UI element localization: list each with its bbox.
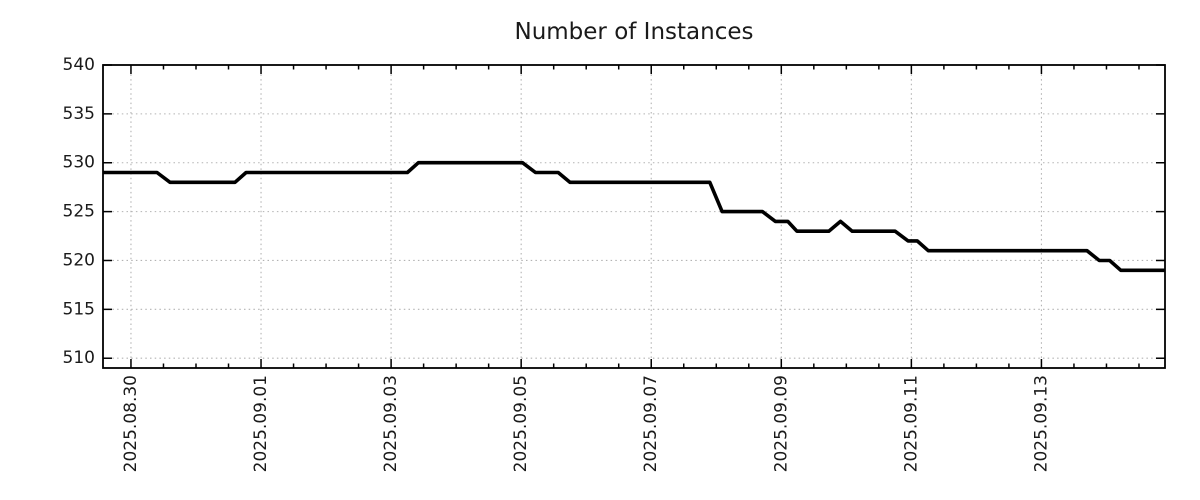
axis-frame bbox=[102, 64, 1166, 369]
y-tick-labels: 510 515 520 525 530 535 540 bbox=[63, 55, 95, 368]
series-line-instances bbox=[103, 160, 1165, 273]
plot-border bbox=[102, 64, 1166, 369]
x-tick-label: 2025.09.05 bbox=[511, 375, 531, 472]
y-tick-label: 535 bbox=[63, 104, 95, 124]
x-tick-label: 2025.09.01 bbox=[251, 375, 271, 472]
gridlines bbox=[103, 65, 1165, 368]
y-tick-label: 510 bbox=[63, 348, 95, 368]
x-tick-label: 2025.09.09 bbox=[771, 375, 791, 472]
x-tick-label: 2025.09.11 bbox=[901, 375, 921, 472]
y-tick-label: 525 bbox=[63, 202, 95, 222]
y-tick-label: 515 bbox=[63, 299, 95, 319]
data-series bbox=[103, 160, 1165, 273]
x-tick-labels: 2025.08.30 2025.09.01 2025.09.03 2025.09.05… bbox=[121, 375, 1051, 472]
x-tick-label: 2025.09.13 bbox=[1031, 375, 1051, 472]
x-tick-label: 2025.08.30 bbox=[121, 375, 141, 472]
y-tick-label: 530 bbox=[63, 153, 95, 173]
x-tick-label: 2025.09.07 bbox=[641, 375, 661, 472]
x-tick-label: 2025.09.03 bbox=[381, 375, 401, 472]
axis-ticks bbox=[103, 64, 1165, 368]
y-tick-label: 520 bbox=[63, 250, 95, 270]
y-tick-label: 540 bbox=[63, 55, 95, 75]
chart-title: Number of Instances bbox=[515, 19, 754, 45]
